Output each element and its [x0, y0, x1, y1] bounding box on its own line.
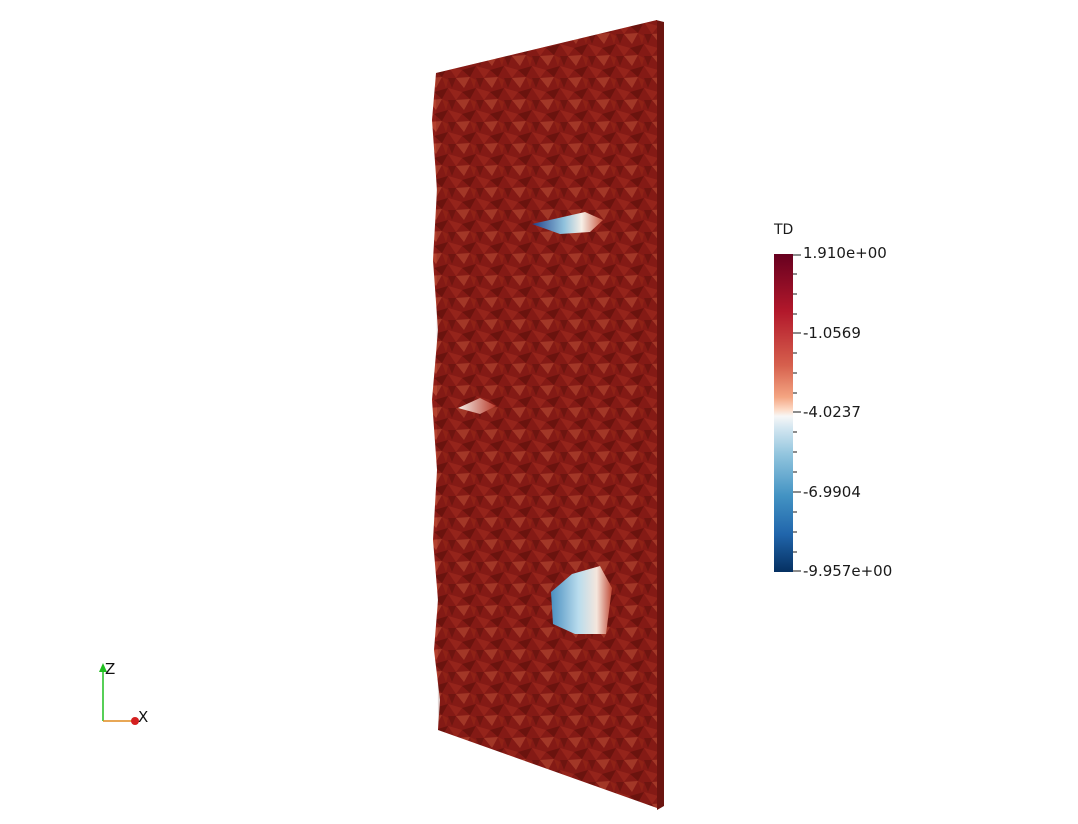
colorbar-title: TD	[774, 222, 794, 238]
axis-z-label: Z	[105, 660, 116, 678]
colorbar-label-4: -6.9904	[803, 483, 861, 501]
colorbar-label-max: 1.910e+00	[803, 244, 887, 262]
colorbar-ticks	[793, 254, 801, 572]
anomaly-middle	[458, 398, 496, 414]
slab-side-face	[656, 20, 664, 810]
slab-shading	[436, 20, 657, 808]
colorbar-label-2: -1.0569	[803, 324, 861, 342]
colorbar-label-3: -4.0237	[803, 403, 861, 421]
anomaly-bottom	[551, 566, 612, 634]
colorbar-gradient	[774, 254, 793, 572]
orientation-axes	[99, 663, 139, 725]
colorbar-label-min: -9.957e+00	[803, 562, 893, 580]
anomaly-top	[532, 212, 603, 234]
axis-x-label: X	[138, 708, 149, 726]
